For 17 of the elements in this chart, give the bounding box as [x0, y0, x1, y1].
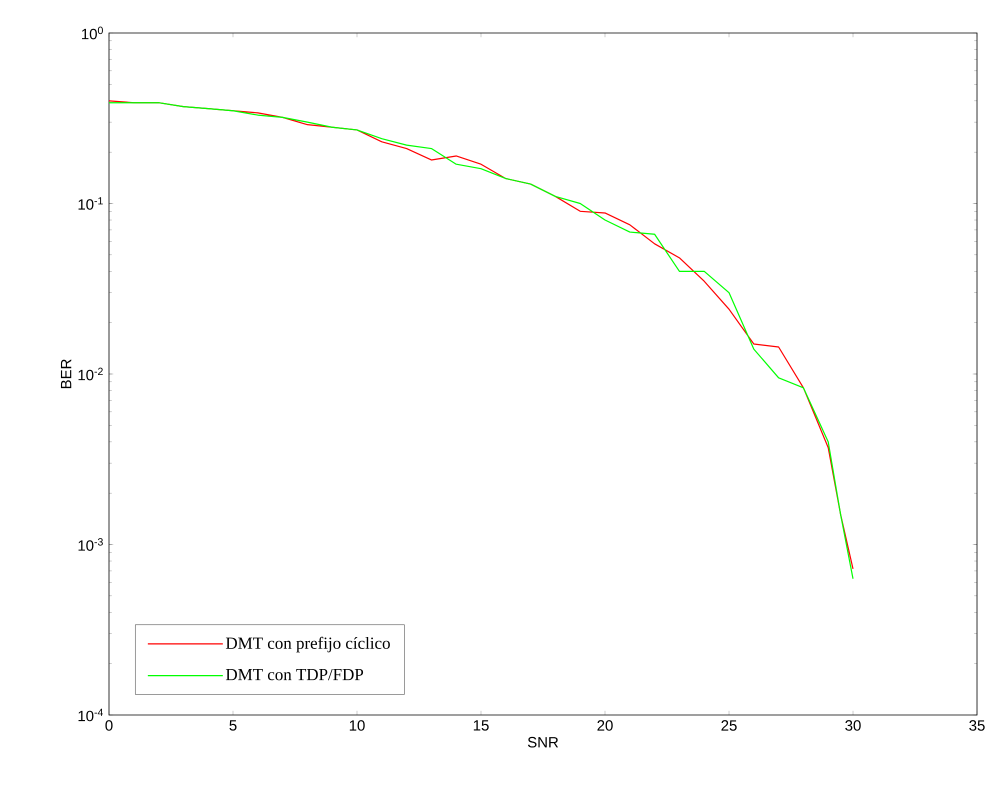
legend-label: DMT con TDP/FDP: [226, 668, 364, 680]
y-tick-label: 10$^{-3}$: [78, 538, 103, 551]
y-tick-label: 10$^{-1}$: [78, 197, 103, 210]
x-tick-label: 10: [350, 720, 365, 731]
y-axis-title: BER: [60, 359, 72, 388]
x-tick-label: 20: [597, 720, 613, 731]
y-tick-label: 10$^{-2}$: [78, 368, 103, 380]
y-tick-label: 10$^{0}$: [82, 26, 103, 40]
x-tick-label: 30: [845, 720, 861, 731]
x-tick-label: 35: [969, 720, 985, 731]
x-tick-label: 15: [474, 720, 489, 731]
legend-label: DMT con prefijo cíclico: [226, 636, 390, 652]
x-axis-title: SNR: [528, 736, 558, 748]
x-tick-label: 25: [721, 720, 737, 731]
x-tick-label: 5: [229, 720, 237, 731]
y-tick-label: 10$^{-4}$: [78, 708, 104, 722]
x-tick-label: 0: [105, 720, 113, 731]
